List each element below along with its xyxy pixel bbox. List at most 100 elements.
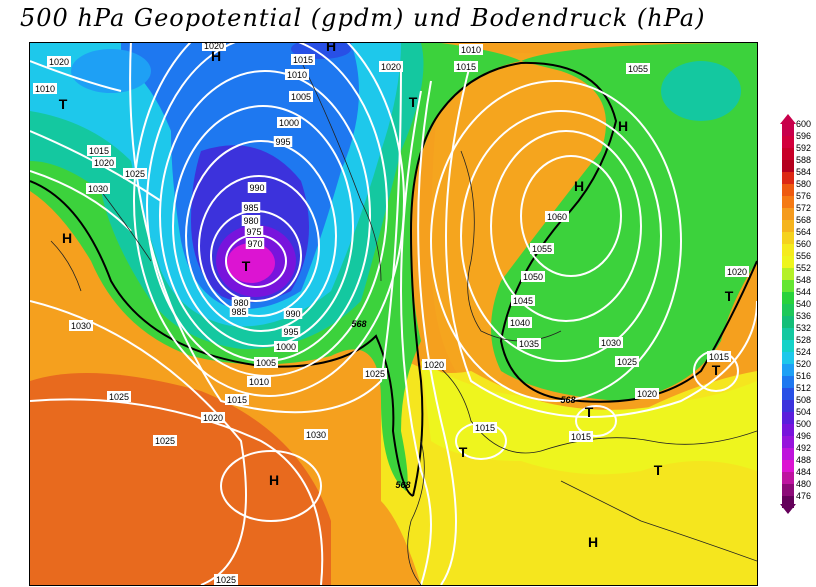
colorbar-label: 600 [796,119,812,129]
colorbar-label: 536 [796,311,812,321]
isobar-label-box [247,376,271,387]
isobar-label: 1025 [155,436,175,446]
isobar-label-box [473,422,497,433]
isobar-label-box [379,61,403,72]
geopotential-label: 568 [351,319,366,329]
geopotential-labels: 568 568 568 [351,319,575,490]
isobar-label: 1020 [49,57,69,67]
colorbar-label: 568 [796,215,812,225]
colorbar-label: 576 [796,191,812,201]
colorbar-label: 548 [796,275,812,285]
colorbar-swatch [782,316,794,328]
isobar-label-box [225,394,249,405]
colorbar-label: 556 [796,251,812,261]
isobar-label-box [459,44,483,55]
isobar-label-box [202,43,226,51]
colorbar-label: 480 [796,479,812,489]
colorbar-swatch [782,280,794,292]
colorbar-label: 532 [796,323,812,333]
colorbar-label: 580 [796,179,812,189]
isobar-label-box [244,226,264,237]
high-pressure-marker: H [326,43,336,54]
colorbar-swatch [782,472,794,484]
isobar-label: 995 [283,327,298,337]
isobar-label-box [521,271,545,282]
colorbar-label: 516 [796,371,812,381]
low-pressure-marker: T [242,258,251,274]
isobar-label-box [241,202,261,213]
colorbar-swatch [782,376,794,388]
low-pressure-marker: T [585,404,594,420]
field-cyan-spot-east [661,61,741,121]
isobar-label: 1015 [89,146,109,156]
isobar-label: 1020 [381,62,401,72]
isobar-label: 1030 [88,184,108,194]
colorbar-label: 512 [796,383,812,393]
colorbar-swatch [782,340,794,352]
colorbar-label: 540 [796,299,812,309]
isobar-label-box [153,435,177,446]
colorbar-label: 508 [796,395,812,405]
isobar-label: 1015 [475,423,495,433]
isobar-label: 1025 [216,575,236,585]
colorbar-swatch [782,136,794,148]
isobar-label-box [635,388,659,399]
isobar-label-box [47,56,71,67]
isobar-label: 975 [246,227,261,237]
isobar-label-box [87,145,111,156]
isobar-label-box [241,215,261,226]
isobar-label-box [517,338,541,349]
colorbar-label: 504 [796,407,812,417]
colorbar-label: 592 [796,143,812,153]
isobar-label-box [69,320,93,331]
colorbar-label: 572 [796,203,812,213]
isobar-label: 1015 [571,432,591,442]
isobar-label-box [422,359,446,370]
colorbar-label: 500 [796,419,812,429]
isobar-label-box [626,63,650,74]
low-pressure-marker: T [459,444,468,460]
colorbar-label: 596 [796,131,812,141]
isobar-label: 1020 [637,389,657,399]
isobar-label: 1060 [547,212,567,222]
isobar-label: 1025 [617,357,637,367]
isobar-label-box [231,297,251,308]
isobar-label: 1000 [279,118,299,128]
isobar-label-box [530,243,554,254]
colorbar-swatch [782,208,794,220]
isobar-label-box [273,136,293,147]
colorbar-swatch [782,220,794,232]
isobar-label-box [33,83,57,94]
colorbar-swatch [782,460,794,472]
colorbar-swatch [782,256,794,268]
isobar-label: 990 [249,183,264,193]
isobar-label: 985 [243,203,258,213]
isobar-label-box [545,211,569,222]
colorbar-swatch [782,292,794,304]
field-green-east [491,43,757,401]
isobar-label: 1055 [532,244,552,254]
isobar-label-box [725,266,749,277]
colorbar-label: 484 [796,467,812,477]
low-pressure-marker: T [654,462,663,478]
isobar-label-box [569,431,593,442]
colorbar-top-arrow [780,114,796,124]
low-pressure-marker: T [712,362,721,378]
isobar-label: 1030 [71,321,91,331]
isobar-label: 1020 [94,158,114,168]
isobar-label-box [254,357,278,368]
colorbar-swatch [782,124,794,136]
colorbar-label: 476 [796,491,812,501]
colorbar-label: 524 [796,347,812,357]
isobar-label: 995 [275,137,290,147]
isobar-label: 1010 [35,84,55,94]
isobar-label-box [615,356,639,367]
colorbar-swatch [782,184,794,196]
geopotential-line-568-west [30,180,414,497]
isobar-label-box [107,391,131,402]
isobar-label-box [214,574,238,585]
isobar-label-box [123,168,147,179]
isobar-label-box [707,351,731,362]
colorbar-label: 488 [796,455,812,465]
isobar-label-box [599,337,623,348]
